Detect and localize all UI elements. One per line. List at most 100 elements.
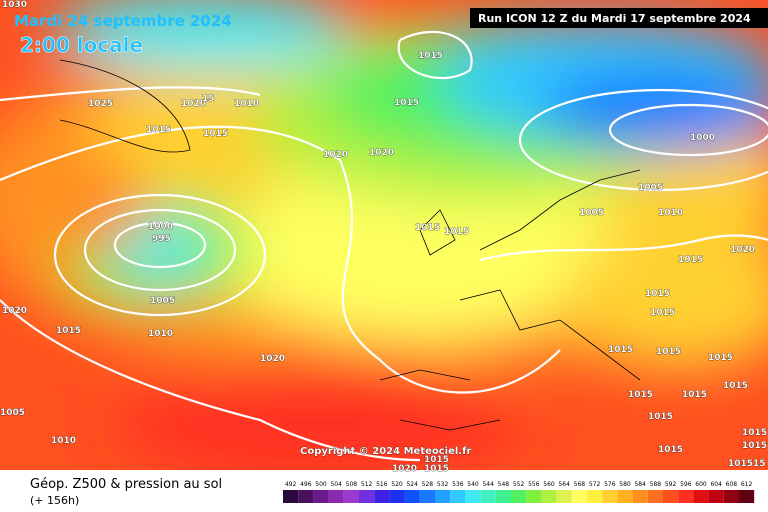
isobar-label: 1020	[323, 150, 348, 160]
scale-label: 544	[482, 481, 494, 488]
scale-swatch	[617, 490, 633, 503]
scale-label: 540	[467, 481, 479, 488]
scale-label: 556	[528, 481, 540, 488]
isobar-label: 1000	[690, 133, 715, 143]
isobar-label: 1010	[148, 329, 173, 339]
scale-swatch	[632, 490, 648, 503]
isobar-label: 1015	[723, 381, 748, 391]
scale-label: 524	[406, 481, 418, 488]
isobar-label: 1025	[88, 99, 113, 109]
isobar-label: 1015	[415, 223, 440, 233]
isobar-label: 1005	[150, 296, 175, 306]
scale-swatch	[663, 490, 679, 503]
isobar-label: 1015	[648, 412, 673, 422]
isobar-label: 995	[152, 234, 171, 244]
footer-lead: (+ 156h)	[30, 494, 79, 507]
isobar-label: 1015	[146, 125, 171, 135]
time: 2:00 locale	[20, 33, 143, 57]
scale-label: 588	[650, 481, 662, 488]
scale-label: 608	[726, 481, 738, 488]
scale-swatch	[526, 490, 542, 503]
run: Run ICON 12 Z du Mardi 17 septembre 2024	[478, 12, 751, 25]
scale-swatch	[693, 490, 709, 503]
isobar-label: 1015	[424, 455, 449, 465]
isobar-label: 1015	[650, 308, 675, 318]
isobar-label: 1005	[638, 183, 663, 193]
isobar-label: 1005	[579, 208, 604, 218]
scale-label: 536	[452, 481, 464, 488]
isobar-label: 1015	[56, 326, 81, 336]
isobar-label: 1015	[658, 445, 683, 455]
isobar-label: 1020	[369, 148, 394, 158]
scale-swatch	[602, 490, 618, 503]
isobar-label: 1020	[260, 354, 285, 364]
isobar-label: 1000	[148, 222, 173, 232]
scale-label: 604	[710, 481, 722, 488]
isobar-label: 1020	[392, 464, 417, 474]
isobar-label: 1005	[0, 408, 25, 418]
scale-label: 612	[741, 481, 753, 488]
scale-swatch	[450, 490, 466, 503]
run-box	[470, 8, 768, 28]
isobar-label: 15	[202, 94, 215, 104]
isobar-label: 1015	[418, 51, 443, 61]
isobar-label: 1015	[678, 255, 703, 265]
scale-label: 592	[665, 481, 677, 488]
isobar-label: 101515	[728, 459, 766, 469]
scale-label: 508	[346, 481, 358, 488]
scale-label: 496	[300, 481, 312, 488]
scale-label: 528	[422, 481, 434, 488]
scale-swatch	[541, 490, 557, 503]
isobar-label: 1010	[658, 208, 683, 218]
scale-swatch	[495, 490, 511, 503]
isobar-label: 1015	[203, 129, 228, 139]
isobar-label: 1020	[730, 245, 755, 255]
scale-label: 552	[513, 481, 525, 488]
isobar-label: 1015	[394, 98, 419, 108]
isobar-label: 1015	[608, 345, 633, 355]
scale-label: 580	[619, 481, 631, 488]
field	[0, 0, 768, 470]
footer-title: Géop. Z500 & pression au sol	[30, 477, 222, 492]
scale-swatch	[647, 490, 663, 503]
scale-swatch	[343, 490, 359, 503]
scale-label: 560	[543, 481, 555, 488]
scale-label: 572	[589, 481, 601, 488]
scale-label: 520	[391, 481, 403, 488]
isobar-label: 1015	[708, 353, 733, 363]
scale-swatch	[723, 490, 739, 503]
isobar-label: 1015	[656, 347, 681, 357]
scale-swatch	[678, 490, 694, 503]
isobar-label: 1015	[444, 227, 469, 237]
isobar-label: 1020	[181, 99, 206, 109]
scale-swatch	[328, 490, 344, 503]
isobar-label: 1015	[682, 390, 707, 400]
scale-swatch	[511, 490, 527, 503]
scale-label: 548	[498, 481, 510, 488]
scale-label: 564	[558, 481, 570, 488]
isobar-label: 1030	[2, 0, 27, 10]
scale-swatch	[480, 490, 496, 503]
scale-swatch	[739, 490, 755, 503]
scale-swatch	[708, 490, 724, 503]
scale-label: 512	[361, 481, 373, 488]
scale-label: 568	[574, 481, 586, 488]
scale-swatch	[556, 490, 572, 503]
scale-label: 516	[376, 481, 388, 488]
scale-swatch	[374, 490, 390, 503]
scale-label: 576	[604, 481, 616, 488]
scale-label: 492	[285, 481, 297, 488]
scale-swatch	[419, 490, 435, 503]
scale-swatch	[359, 490, 375, 503]
isobar-label: 1015	[628, 390, 653, 400]
date: Mardi 24 septembre 2024	[14, 12, 232, 30]
scale-swatch	[465, 490, 481, 503]
scale-swatch	[435, 490, 451, 503]
scale-label: 504	[330, 481, 342, 488]
isobar-label: 1015	[742, 441, 767, 451]
scale-swatch	[298, 490, 314, 503]
scale-swatch	[313, 490, 329, 503]
scale-swatch	[283, 490, 299, 503]
isobar-label: 1015	[645, 289, 670, 299]
